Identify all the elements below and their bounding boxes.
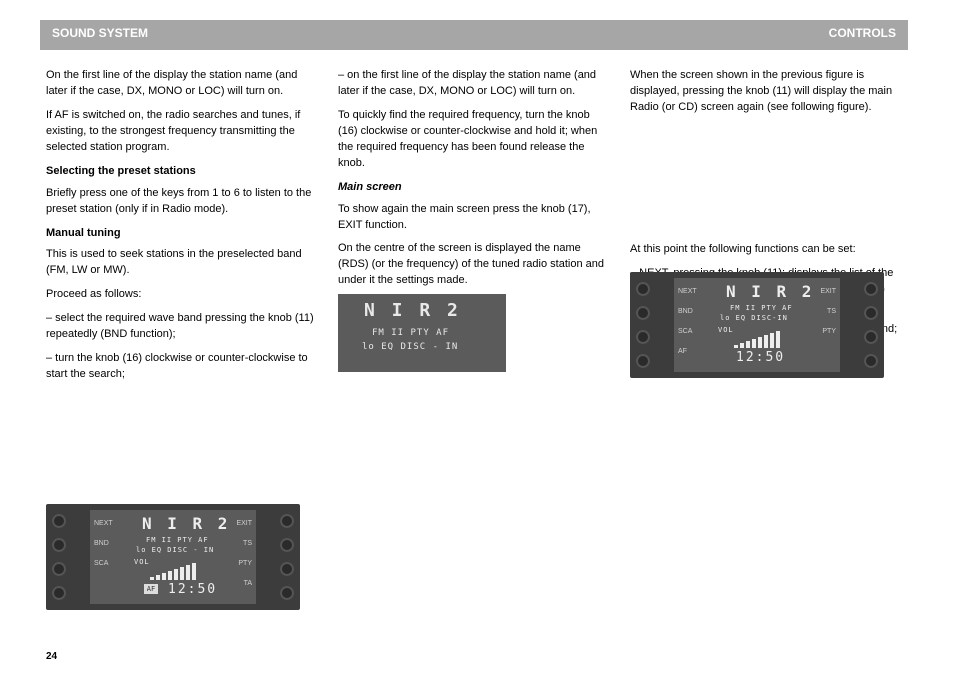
heading-preset: Selecting the preset stations: [46, 164, 316, 180]
radio-label-right: PTY: [822, 328, 836, 335]
radio-knob: [636, 306, 650, 320]
radio-clock: 12:50: [736, 350, 785, 365]
list-item: – on the first line of the display the s…: [338, 68, 608, 100]
header-left: SOUND SYSTEM: [52, 26, 148, 40]
radio-label-left: AF: [678, 348, 687, 355]
radio-big: N I R 2: [726, 282, 814, 301]
radio-figure-top: NEXT BND SCA AF EXIT TS PTY N I R 2 FM I…: [630, 272, 884, 378]
para: At this point the following functions ca…: [630, 242, 900, 258]
radio-mid-2: lo EQ DISC-IN: [720, 314, 788, 322]
header-right: CONTROLS: [829, 26, 896, 40]
radio-mid-1: FM II PTY AF: [146, 536, 209, 544]
radio-knob: [280, 562, 294, 576]
para: When the screen shown in the previous fi…: [630, 68, 900, 116]
list-item: – select the required wave band pressing…: [46, 311, 316, 343]
list-item: – turn the knob (16) clockwise or counte…: [46, 351, 316, 383]
radio-label-right: TA: [244, 580, 252, 587]
lcd-line-2: FM II PTY AF: [372, 328, 449, 338]
lcd-line-big: N I R 2: [364, 300, 461, 321]
radio-knob: [52, 586, 66, 600]
radio-clock: 12:50: [168, 582, 217, 597]
radio-mid-1: FM II PTY AF: [730, 304, 793, 312]
radio-label-left: BND: [678, 308, 693, 315]
radio-knob: [52, 562, 66, 576]
para: Proceed as follows:: [46, 287, 316, 303]
radio-knob: [280, 514, 294, 528]
radio-knob: [864, 354, 878, 368]
radio-knob: [636, 282, 650, 296]
para: On the first line of the display the sta…: [46, 68, 316, 100]
radio-screen: NEXT BND SCA EXIT TS PTY TA N I R 2 FM I…: [90, 510, 256, 604]
heading-main-screen: Main screen: [338, 180, 608, 196]
radio-knob: [864, 306, 878, 320]
radio-label-left: NEXT: [94, 520, 113, 527]
radio-knob: [52, 514, 66, 528]
page-number: 24: [46, 651, 57, 662]
radio-knob: [864, 282, 878, 296]
radio-figure-bottom: NEXT BND SCA EXIT TS PTY TA N I R 2 FM I…: [46, 504, 300, 610]
radio-label-right: PTY: [238, 560, 252, 567]
radio-big: N I R 2: [142, 514, 230, 533]
radio-knob: [864, 330, 878, 344]
radio-knob: [636, 354, 650, 368]
para: Briefly press one of the keys from 1 to …: [46, 186, 316, 218]
radio-label-right: TS: [243, 540, 252, 547]
radio-volume-bars: [150, 562, 198, 580]
heading-manual: Manual tuning: [46, 226, 316, 242]
radio-label-right: TS: [827, 308, 836, 315]
radio-label-left: SCA: [94, 560, 108, 567]
radio-screen: NEXT BND SCA AF EXIT TS PTY N I R 2 FM I…: [674, 278, 840, 372]
para: This is used to seek stations in the pre…: [46, 247, 316, 279]
radio-mid-2: lo EQ DISC - IN: [136, 546, 214, 554]
radio-knob: [280, 586, 294, 600]
radio-vol-label: VOL: [134, 558, 150, 566]
para: If AF is switched on, the radio searches…: [46, 108, 316, 156]
radio-label-left: NEXT: [678, 288, 697, 295]
radio-volume-bars: [734, 330, 782, 348]
para: To quickly find the required frequency, …: [338, 108, 608, 172]
radio-knob: [636, 330, 650, 344]
header-bar: SOUND SYSTEM CONTROLS: [40, 20, 908, 50]
para: To show again the main screen press the …: [338, 202, 608, 234]
radio-knob: [280, 538, 294, 552]
lcd-figure-small: N I R 2 FM II PTY AF lo EQ DISC - IN: [338, 294, 506, 372]
radio-vol-label: VOL: [718, 326, 734, 334]
column-b: – on the first line of the display the s…: [338, 68, 608, 297]
radio-label-right: EXIT: [236, 520, 252, 527]
radio-af-box: AF: [144, 584, 158, 594]
radio-label-right: EXIT: [820, 288, 836, 295]
para: On the centre of the screen is displayed…: [338, 241, 608, 289]
lcd-line-3: lo EQ DISC - IN: [362, 342, 458, 352]
radio-label-left: SCA: [678, 328, 692, 335]
radio-knob: [52, 538, 66, 552]
radio-label-left: BND: [94, 540, 109, 547]
column-a: On the first line of the display the sta…: [46, 68, 316, 391]
page: SOUND SYSTEM CONTROLS On the first line …: [0, 0, 954, 674]
